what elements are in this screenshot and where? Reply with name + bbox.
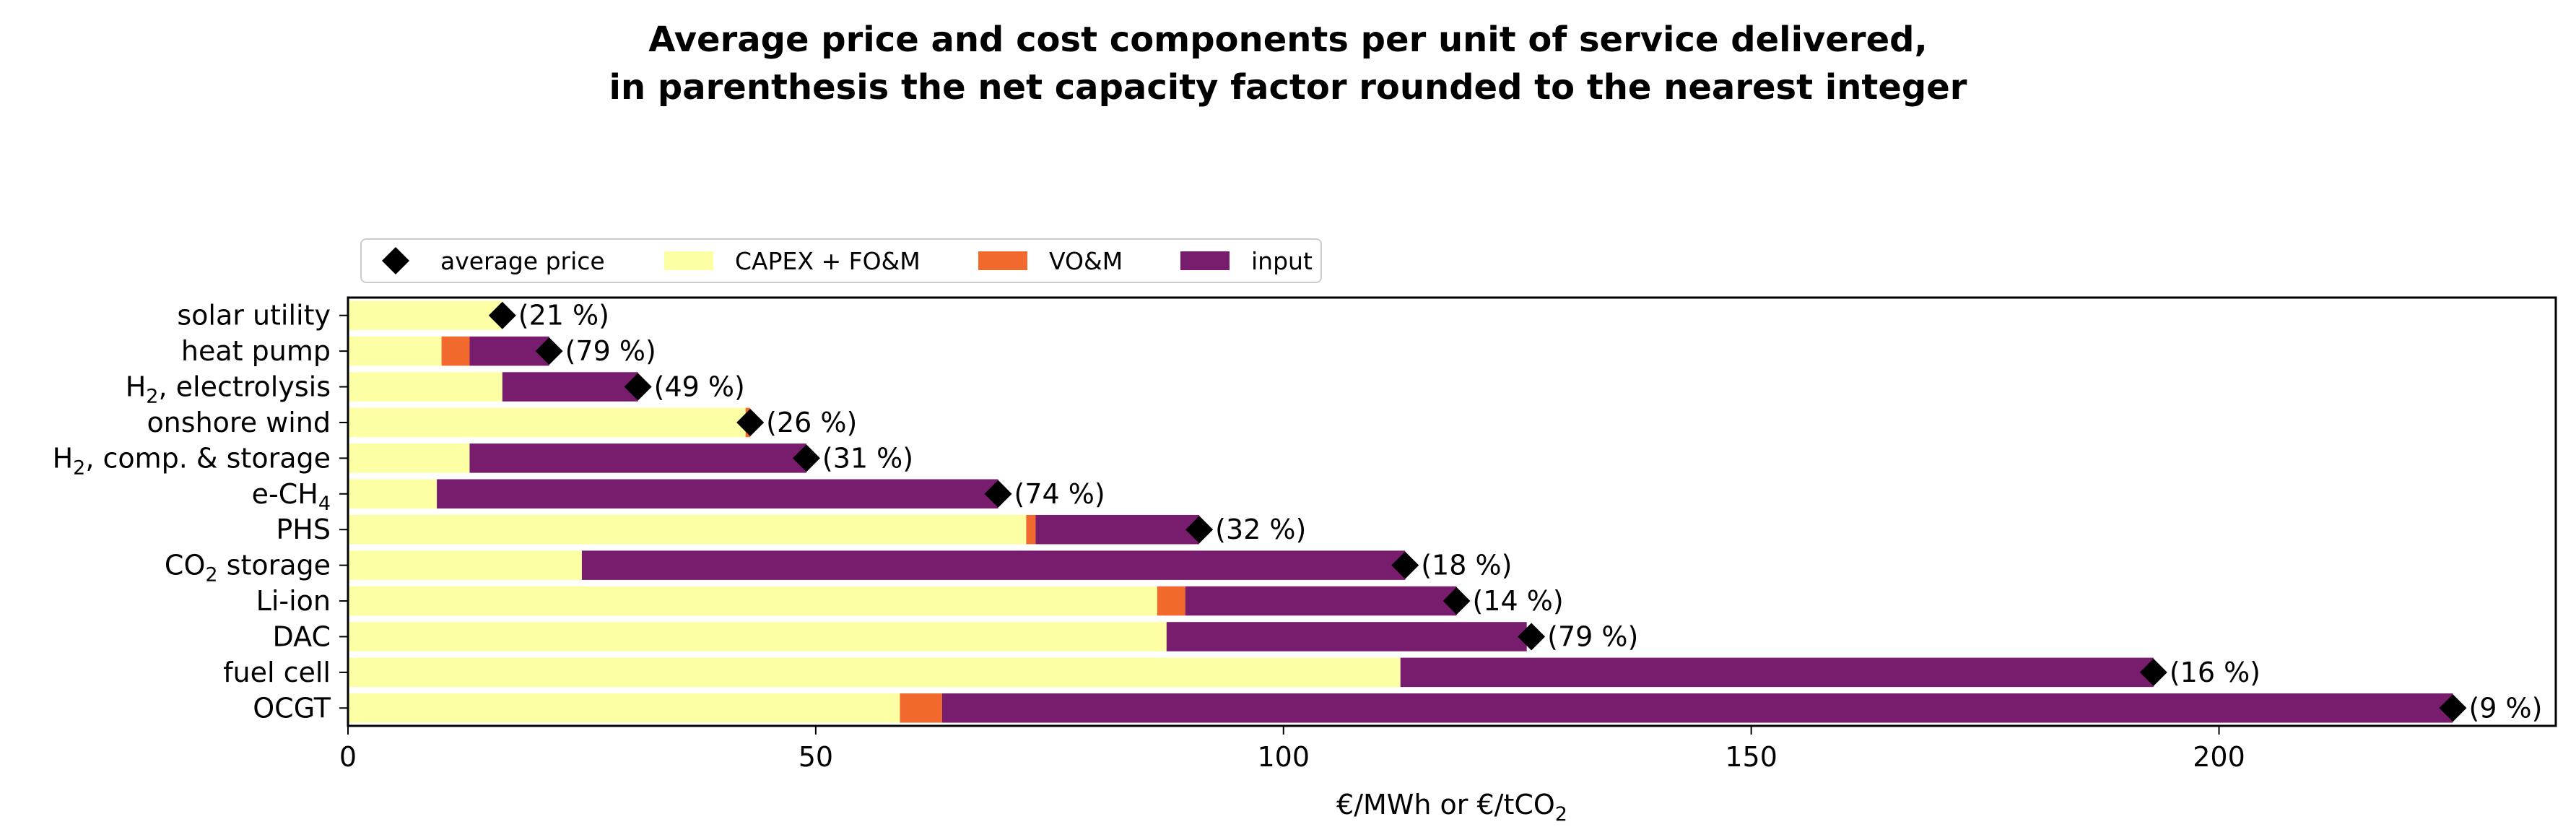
bar-segment-1-1 xyxy=(441,336,470,366)
y-tick-label-3: onshore wind xyxy=(147,407,331,438)
y-tick-label-0: solar utility xyxy=(177,300,331,332)
bar-segment-0-10 xyxy=(348,657,1401,688)
x-tick-label-2: 100 xyxy=(1257,741,1310,773)
legend-patch-1 xyxy=(978,251,1027,270)
average-price-marker-7 xyxy=(1391,551,1419,579)
capacity-factor-label-9: (79 %) xyxy=(1547,620,1638,652)
bar-segment-2-4 xyxy=(469,443,806,473)
average-price-marker-6 xyxy=(1185,516,1214,544)
y-tick-label-7: CO2 storage xyxy=(165,550,331,586)
y-tick-label-5: e-CH4 xyxy=(252,478,331,515)
bar-segment-1-11 xyxy=(900,693,942,723)
bars-group xyxy=(348,300,2453,723)
chart-title-line-1: Average price and cost components per un… xyxy=(648,20,1928,60)
y-tick-label-8: Li-ion xyxy=(256,585,331,617)
average-price-marker-0 xyxy=(488,301,516,329)
bar-segment-0-3 xyxy=(348,407,746,438)
x-tick-label-4: 200 xyxy=(2193,741,2245,773)
capacity-factor-label-11: (9 %) xyxy=(2468,692,2542,724)
average-price-marker-8 xyxy=(1443,587,1471,615)
chart-title-line-2: in parenthesis the net capacity factor r… xyxy=(609,67,1967,108)
capacity-factor-label-5: (74 %) xyxy=(1014,478,1105,510)
legend-label-average-price: average price xyxy=(440,247,605,275)
y-tick-label-2: H2, electrolysis xyxy=(126,371,331,408)
bar-segment-2-5 xyxy=(437,479,998,509)
bar-segment-0-9 xyxy=(348,622,1167,651)
legend-label-1: VO&M xyxy=(1049,247,1123,275)
legend-patch-2 xyxy=(1180,251,1230,270)
y-tick-label-11: OCGT xyxy=(253,692,331,724)
bar-segment-0-2 xyxy=(348,372,502,402)
bar-segment-2-2 xyxy=(502,372,638,402)
x-tick-label-0: 0 xyxy=(339,741,357,773)
bar-segment-2-10 xyxy=(1400,657,2154,688)
capacity-factor-label-7: (18 %) xyxy=(1421,550,1512,581)
bar-segment-1-6 xyxy=(1026,514,1036,545)
bar-segment-0-8 xyxy=(348,586,1157,616)
capacity-factor-label-4: (31 %) xyxy=(822,442,913,474)
bar-segment-0-5 xyxy=(348,479,438,509)
bar-segment-2-11 xyxy=(941,693,2453,723)
bar-segment-2-9 xyxy=(1166,622,1527,651)
bar-segment-1-8 xyxy=(1157,586,1185,616)
average-price-marker-5 xyxy=(984,480,1012,508)
capacity-factor-label-10: (16 %) xyxy=(2170,657,2260,688)
capacity-factor-label-0: (21 %) xyxy=(518,300,609,332)
legend-marker-average-price xyxy=(382,247,409,274)
chart-title: Average price and cost components per un… xyxy=(0,16,2576,111)
capacity-factor-label-3: (26 %) xyxy=(766,407,857,438)
average-price-marker-2 xyxy=(624,373,652,401)
x-axis-label: €/MWh or €/tCO2 xyxy=(1336,789,1567,826)
average-price-marker-1 xyxy=(535,337,563,365)
average-price-markers xyxy=(488,301,2467,722)
average-price-marker-4 xyxy=(792,444,820,472)
bar-segment-0-4 xyxy=(348,443,470,473)
x-tick-label-1: 50 xyxy=(799,741,833,773)
bar-segment-0-0 xyxy=(348,300,502,330)
plot-frame xyxy=(347,296,2557,727)
average-price-marker-10 xyxy=(2139,658,2167,686)
y-tick-label-6: PHS xyxy=(276,514,331,545)
x-tick-label-3: 150 xyxy=(1725,741,1777,773)
legend-box xyxy=(360,238,1322,283)
y-tick-label-10: fuel cell xyxy=(223,657,331,688)
legend: average price CAPEX + FO&M VO&M input xyxy=(360,238,1322,283)
y-tick-label-1: heat pump xyxy=(181,335,331,367)
bar-segment-2-8 xyxy=(1185,586,1457,616)
bar-segment-0-6 xyxy=(348,514,1027,545)
legend-label-0: CAPEX + FO&M xyxy=(735,247,921,275)
capacity-factor-label-2: (49 %) xyxy=(654,371,745,403)
capacity-factor-label-6: (32 %) xyxy=(1215,514,1306,545)
bar-segment-0-1 xyxy=(348,336,442,366)
capacity-factor-label-8: (14 %) xyxy=(1472,585,1563,617)
average-price-marker-11 xyxy=(2439,694,2467,722)
legend-patch-0 xyxy=(664,251,713,270)
y-tick-label-9: DAC xyxy=(273,620,331,652)
y-tick-label-4: H2, comp. & storage xyxy=(53,442,331,479)
bar-segment-2-6 xyxy=(1035,514,1200,545)
average-price-marker-3 xyxy=(736,408,765,436)
legend-label-2: input xyxy=(1251,247,1313,275)
capacity-factor-label-1: (79 %) xyxy=(565,335,656,367)
capacity-factor-annotations: (21 %)(79 %)(49 %)(26 %)(31 %)(74 %)(32 … xyxy=(518,300,2543,724)
bar-segment-0-11 xyxy=(348,693,900,723)
x-axis: 0 50 100 150 200 €/MWh or €/tCO2 xyxy=(339,726,2245,826)
average-price-marker-9 xyxy=(1518,623,1546,651)
bar-segment-0-7 xyxy=(348,550,582,580)
bar-segment-2-7 xyxy=(581,550,1406,580)
